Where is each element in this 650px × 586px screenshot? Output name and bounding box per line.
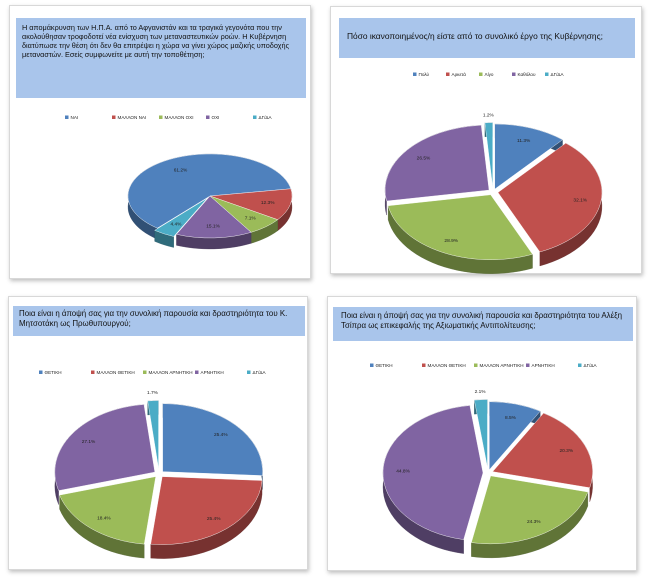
legend-swatch (413, 72, 417, 76)
chart-panel-government-satisfaction: Πόσο ικανοποιημένος/η είστε από το συνολ… (330, 6, 642, 274)
legend-label: ΜΑΛΛΟΝ ΘΕΤΙΚΗ (97, 370, 135, 375)
data-label: 25.4% (214, 432, 228, 438)
legend-label: Πολύ (419, 71, 430, 77)
pie-slice (154, 197, 208, 237)
legend-swatch (253, 115, 257, 119)
legend-label: ΜΑΛΛΟΝ ΝΑΙ (118, 115, 147, 120)
legend-swatch (370, 363, 374, 367)
legend-swatch (446, 72, 450, 76)
pie-slice (471, 475, 589, 545)
legend-label: Καθόλου (518, 71, 536, 77)
data-label: 15.1% (206, 224, 220, 230)
chart-panel-afghanistan: Η απομάκρυνση των Η.Π.Α. από το Αφγανιστ… (9, 5, 311, 279)
data-label: 28.9% (444, 238, 458, 244)
legend-label: ΑΡΝΗΤΙΚΗ (532, 363, 555, 368)
data-label: 4.4% (171, 221, 183, 227)
data-label: 12.3% (261, 200, 275, 206)
pie-slice (494, 123, 563, 190)
legend-swatch (206, 115, 210, 119)
legend-swatch (112, 115, 116, 119)
data-label: 26.5% (417, 156, 431, 162)
pie-slice (382, 405, 484, 540)
chart-title: Πόσο ικανοποιημένος/η είστε από το συνολ… (339, 18, 635, 58)
pie-slice (162, 403, 263, 476)
pie-chart: ΘΕΤΙΚΗ ΜΑΛΛΟΝ ΘΕΤΙΚΗ ΜΑΛΛΟΝ ΑΡΝΗΤΙΚΗ ΑΡΝΗΤΙ… (39, 370, 267, 559)
legend-label: ΘΕΤΙΚΗ (376, 363, 393, 368)
pie-chart: ΝΑΙ ΜΑΛΛΟΝ ΝΑΙ ΜΑΛΛΟΝ ΟΧΙ ΟΧΙ ΔΓ/ΔΑ 61.2% 12.3… (65, 115, 293, 250)
legend-swatch (65, 115, 69, 119)
pie-slice (489, 401, 541, 471)
legend-label: ΘΕΤΙΚΗ (45, 370, 62, 375)
chart-title: Η απομάκρυνση των Η.Π.Α. από το Αφγανιστ… (16, 18, 306, 98)
legend-label: ΔΓ/ΔΑ (253, 370, 267, 375)
data-label: 24.3% (527, 519, 541, 525)
data-label: 25.4% (207, 516, 221, 522)
legend-swatch (578, 363, 582, 367)
data-label: 27.1% (82, 439, 96, 445)
legend-label: ΔΓ/ΔΑ (584, 363, 598, 368)
pie-slice (54, 404, 156, 491)
data-label: 2.1% (475, 389, 487, 395)
data-label: 44.8% (396, 469, 410, 475)
legend-swatch (159, 115, 163, 119)
chart-title: Ποια είναι η άποψή σας για την συνολική … (13, 306, 305, 336)
legend-label: ΟΧΙ (212, 115, 220, 120)
pie-slice (127, 153, 292, 229)
legend-swatch (474, 363, 478, 367)
legend-label: ΔΓ/ΔΑ (551, 72, 565, 77)
pie-slice (387, 194, 533, 260)
pie-chart: ΘΕΤΙΚΗ ΜΑΛΛΟΝ ΘΕΤΙΚΗ ΜΑΛΛΟΝ ΑΡΝΗΤΙΚΗ ΑΡΝΗΤΙ… (370, 363, 598, 559)
pie-slice (474, 399, 488, 468)
data-label: 61.2% (174, 167, 188, 173)
legend-swatch (91, 370, 95, 374)
legend-label: Λίγο (485, 72, 494, 77)
legend-swatch (479, 72, 483, 76)
pie-slice (492, 412, 593, 488)
legend-label: ΜΑΛΛΟΝ ΘΕΤΙΚΗ (428, 363, 466, 368)
pie-slice (484, 122, 493, 188)
chart-panel-tsipras: Ποια είναι η άποψή σας για την συνολική … (327, 296, 637, 571)
data-label: 1.7% (147, 390, 159, 396)
data-label: 18.4% (97, 516, 111, 522)
legend-label: ΑΡΝΗΤΙΚΗ (201, 370, 224, 375)
data-label: 7.1% (245, 216, 257, 222)
legend-label: ΜΑΛΛΟΝ ΑΡΝΗΤΙΚΗ (149, 370, 193, 375)
data-label: 8.5% (505, 415, 517, 421)
legend-swatch (422, 363, 426, 367)
legend-swatch (195, 370, 199, 374)
legend-label: Αρκετά (452, 71, 467, 77)
data-label: 20.3% (560, 448, 574, 454)
data-label: 11.3% (517, 138, 531, 144)
data-label: 32.1% (573, 198, 587, 204)
legend-label: ΜΑΛΛΟΝ ΟΧΙ (165, 115, 194, 120)
pie-slice (176, 195, 252, 239)
legend-label: ΜΑΛΛΟΝ ΑΡΝΗΤΙΚΗ (480, 363, 524, 368)
legend-swatch (512, 72, 516, 76)
legend-swatch (143, 370, 147, 374)
pie-slice (384, 125, 490, 202)
pie-slice (147, 400, 159, 469)
legend-swatch (545, 72, 549, 76)
chart-panel-mitsotakis: Ποια είναι η άποψή σας για την συνολική … (8, 296, 308, 570)
pie-slice (59, 476, 157, 545)
legend-label: ΔΓ/ΔΑ (259, 115, 273, 120)
legend-swatch (526, 363, 530, 367)
legend-label: ΝΑΙ (71, 115, 79, 120)
pie-slice (209, 188, 293, 220)
pie-slice (150, 476, 263, 545)
pie-slice (497, 142, 603, 253)
legend-swatch (39, 370, 43, 374)
pie-chart: Πολύ Αρκετά Λίγο Καθόλου ΔΓ/ΔΑ 11.3% 32.1% 28.9… (384, 71, 603, 274)
legend-swatch (247, 370, 251, 374)
chart-title: Ποια είναι η άποψή σας για την συνολική … (333, 307, 633, 341)
data-label: 1.2% (483, 112, 495, 118)
